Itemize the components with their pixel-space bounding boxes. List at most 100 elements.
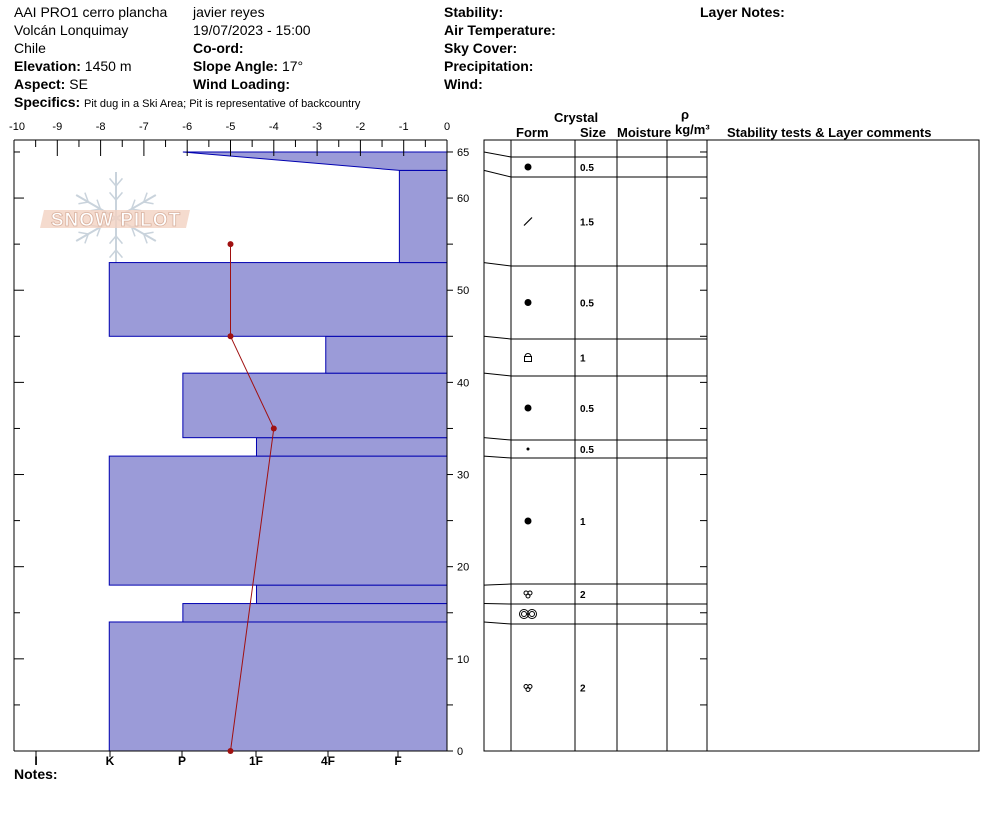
- hardness-tick-label: F: [394, 754, 401, 768]
- melt-freeze-icon: [519, 609, 537, 619]
- form-header: Form: [516, 125, 549, 140]
- logo-snowflake-branch: [96, 199, 102, 210]
- slope-row: Slope Angle: 17°: [193, 58, 303, 74]
- snowpilot-logo: SNOW PILOT: [40, 172, 190, 264]
- hardness-bar: [255, 584, 448, 605]
- melt-cluster-icon: [523, 684, 533, 692]
- faceted-rounded-icon: [524, 353, 532, 362]
- grain-size: 2: [580, 684, 586, 695]
- height-tick-label: 65: [457, 147, 469, 159]
- layer-connector: [483, 262, 512, 267]
- melt-cluster-icon-circle: [525, 687, 531, 692]
- specifics-row: Specifics: Pit dug in a Ski Area; Pit is…: [14, 94, 360, 112]
- temperature-tick-label: -7: [139, 121, 149, 133]
- faceted-rounded-icon-box: [524, 356, 532, 362]
- layer-connector: [483, 437, 512, 441]
- logo-snowflake-branch: [108, 235, 117, 245]
- logo-snowflake-branch: [108, 191, 117, 201]
- moisture-header: Moisture: [617, 125, 672, 140]
- rounded-grain-icon: [524, 517, 532, 525]
- hardness-tick-label: 1F: [249, 754, 263, 768]
- temperature-point: [227, 333, 234, 340]
- aspect-value: SE: [69, 76, 88, 92]
- sky-cover-label: Sky Cover:: [444, 40, 518, 56]
- logo-snowflake-branch: [78, 201, 89, 205]
- size-header: Size: [580, 125, 607, 140]
- hardness-bar: [182, 151, 448, 171]
- logo-snowflake-branch: [96, 226, 102, 237]
- logo-snowflake-branch: [115, 235, 124, 245]
- temperature-point: [227, 748, 234, 754]
- layer-connector: [483, 151, 512, 158]
- aspect-row: Aspect: SE: [14, 76, 88, 92]
- datetime: 19/07/2023 - 15:00: [193, 22, 311, 38]
- logo-snowflake-branch: [108, 249, 117, 259]
- melt-cluster-icon-circle: [525, 593, 531, 599]
- height-tick-label: 30: [457, 470, 469, 482]
- hardness-tick-label: P: [178, 754, 186, 768]
- melt-freeze-icon-inner: [529, 611, 535, 617]
- specifics-value: Pit dug in a Ski Area; Pit is representa…: [84, 98, 361, 110]
- country: Chile: [14, 40, 46, 56]
- wind-loading-label: Wind Loading:: [193, 76, 291, 92]
- grain-size: 1: [580, 354, 586, 365]
- rounded-grain-icon: [524, 163, 532, 171]
- hardness-tick-label: K: [106, 754, 115, 768]
- hardness-tick-label: I: [34, 754, 37, 768]
- layer-connector: [483, 455, 512, 459]
- temperature-tick-label: -2: [356, 121, 366, 133]
- hardness-bar: [182, 603, 448, 623]
- layer-notes-label: Layer Notes:: [700, 4, 785, 20]
- density-rho-header: ρ: [681, 107, 690, 122]
- coord-label: Co-ord:: [193, 40, 244, 56]
- logo-snowflake-branch: [115, 191, 124, 201]
- grain-size: 0.5: [580, 163, 594, 174]
- observer-name: javier reyes: [193, 4, 265, 20]
- rounded-grain-icon: [524, 404, 532, 412]
- melt-freeze-icon-inner: [521, 611, 527, 617]
- melt-freeze-icon-outer: [527, 609, 537, 619]
- temperature-tick-label: -5: [226, 121, 236, 133]
- temperature-point: [227, 241, 234, 248]
- location: Volcán Lonquimay: [14, 22, 129, 38]
- pit-name: AAI PRO1 cerro plancha: [14, 4, 168, 20]
- stability-label: Stability:: [444, 4, 504, 20]
- temperature-tick-label: -9: [52, 121, 62, 133]
- hardness-bar: [255, 437, 448, 457]
- temperature-tick-label: 0: [444, 121, 450, 133]
- hardness-bars: [108, 151, 448, 752]
- layer-connector: [483, 583, 512, 586]
- temperature-tick-label: -6: [182, 121, 192, 133]
- height-tick-label: 40: [457, 377, 469, 389]
- layer-connector: [483, 621, 512, 625]
- faceted-rounded-icon-arc: [524, 353, 532, 357]
- layer-table-frame: [483, 139, 980, 752]
- logo-snowflake-branch: [130, 226, 136, 237]
- hardness-bar: [108, 621, 448, 752]
- hardness-bar: [108, 262, 448, 337]
- elevation-label: Elevation:: [14, 58, 81, 74]
- hardness-bar: [325, 335, 448, 374]
- logo-text: SNOW PILOT: [51, 210, 181, 231]
- layer-connector: [483, 169, 512, 178]
- melt-cluster-icon: [523, 590, 533, 599]
- wind-label: Wind:: [444, 76, 483, 92]
- aspect-label: Aspect:: [14, 76, 66, 92]
- melt-freeze-icon-outer: [519, 609, 529, 619]
- logo-snowflake-branch: [143, 192, 148, 203]
- grain-size: 0.5: [580, 299, 594, 310]
- hardness-bar: [182, 372, 448, 439]
- elevation-value: 1450 m: [84, 58, 132, 74]
- logo-snowflake-branch: [78, 231, 89, 235]
- logo-snowflake-branch: [143, 233, 148, 244]
- logo-snowflake-branch: [108, 177, 117, 187]
- grain-size: 1.5: [580, 218, 594, 229]
- temperature-tick-label: -4: [269, 121, 279, 133]
- hardness-bar: [398, 169, 448, 264]
- temperature-tick-label: -8: [96, 121, 106, 133]
- elevation-row: Elevation: 1450 m: [14, 58, 132, 74]
- logo-snowflake-branch: [130, 199, 136, 210]
- crystal-header: Crystal: [554, 110, 599, 125]
- air-temperature-label: Air Temperature:: [444, 22, 556, 38]
